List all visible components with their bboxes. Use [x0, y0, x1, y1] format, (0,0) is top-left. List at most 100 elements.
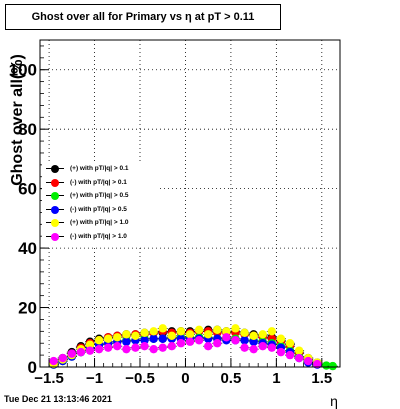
data-point — [258, 341, 267, 351]
data-point — [167, 341, 177, 351]
x-tick-labels: −1.5 −1 −0.5 0 0.5 1 1.5 — [34, 370, 332, 387]
data-point — [176, 339, 186, 348]
legend-entry: (-) with pT/|q| > 0.5 — [42, 203, 160, 217]
legend-entry: (+) with pT/|q| > 0.1 — [42, 162, 160, 176]
series-6 — [48, 333, 323, 369]
y-axis-label: Ghost over all(%) — [9, 54, 26, 186]
legend: (+) with pT/|q| > 0.1 (-) with pT/|q| > 0… — [42, 162, 160, 246]
data-series — [48, 324, 338, 371]
data-point — [276, 347, 286, 357]
legend-label: (+) with pT/|q| > 0.1 — [70, 165, 129, 172]
x-axis-label: η — [330, 393, 338, 409]
data-point — [203, 341, 213, 351]
x-tick-label: −0.5 — [125, 370, 155, 387]
data-point — [267, 327, 277, 336]
data-point — [122, 337, 131, 346]
data-point — [294, 353, 304, 363]
data-point — [49, 356, 58, 366]
data-point — [213, 325, 222, 335]
x-tick-label: −1 — [86, 370, 103, 387]
plot-frame — [39, 39, 341, 368]
data-point — [285, 339, 295, 348]
legend-entry: (+) with pT/|q| > 0.5 — [42, 189, 160, 203]
legend-entry: (+) with pT/|q| > 1.0 — [42, 216, 160, 230]
chart-title: Ghost over all for Primary vs η at pT > … — [5, 4, 281, 30]
data-point — [113, 341, 122, 351]
data-point — [103, 343, 113, 352]
y-tick-label: 0 — [28, 358, 37, 377]
legend-label: (+) with pT/|q| > 1.0 — [70, 219, 129, 226]
y-tick-label: 80 — [18, 120, 37, 139]
data-point — [122, 330, 131, 339]
data-point — [122, 344, 131, 354]
data-point — [67, 349, 77, 358]
data-point — [267, 343, 277, 352]
data-point — [176, 327, 186, 336]
data-point — [249, 331, 258, 340]
data-point — [113, 333, 122, 342]
data-point — [58, 353, 67, 363]
data-point — [140, 336, 149, 345]
data-point — [103, 334, 113, 343]
legend-entry: (-) with pT/|q| > 1.0 — [42, 230, 160, 244]
data-point — [240, 336, 249, 345]
data-point — [231, 324, 240, 333]
y-tick-label: 100 — [9, 61, 37, 80]
x-tick-label: −1.5 — [34, 370, 64, 387]
data-point — [249, 344, 258, 354]
legend-label: (-) with pT/|q| > 0.1 — [70, 178, 127, 186]
legend-entry: (-) with pT/|q| > 0.1 — [42, 176, 160, 190]
data-point — [94, 336, 104, 345]
axis-ticks — [39, 45, 341, 368]
data-point — [222, 333, 231, 342]
legend-label: (+) with pT/|q| > 0.5 — [70, 192, 129, 199]
data-point — [249, 337, 258, 346]
data-point — [158, 324, 167, 333]
legend-marker — [51, 232, 59, 241]
y-tick-label: 40 — [18, 239, 37, 258]
x-tick-label: 1 — [272, 370, 280, 387]
data-point — [194, 325, 204, 335]
data-point — [203, 330, 213, 339]
data-point — [222, 327, 231, 336]
data-point — [149, 344, 158, 354]
data-point — [149, 327, 158, 336]
data-point — [131, 331, 140, 340]
data-point — [149, 334, 158, 343]
data-point — [94, 344, 104, 354]
y-tick-label: 20 — [18, 299, 37, 318]
legend-marker — [51, 192, 59, 200]
data-point — [85, 340, 95, 349]
data-point — [322, 361, 331, 370]
data-point — [294, 346, 304, 355]
data-point — [194, 336, 204, 345]
legend-label: (-) with pT/|q| > 1.0 — [70, 232, 127, 240]
legend-marker — [51, 219, 59, 227]
x-tick-label: 0 — [181, 370, 189, 387]
x-tick-label: 0.5 — [220, 370, 241, 387]
data-point — [185, 337, 195, 346]
data-point — [285, 350, 295, 360]
data-point — [313, 359, 322, 369]
data-point — [303, 356, 313, 366]
data-point — [258, 330, 267, 339]
data-point — [328, 361, 337, 371]
data-point — [213, 339, 222, 348]
legend-label: (-) with pT/|q| > 0.5 — [70, 205, 127, 213]
data-point — [276, 334, 286, 343]
data-point — [140, 328, 149, 338]
legend-marker — [51, 165, 59, 173]
data-point — [185, 330, 195, 339]
data-point — [76, 347, 86, 357]
data-point — [231, 336, 240, 345]
data-point — [158, 343, 167, 352]
x-tick-label: 1.5 — [311, 370, 332, 387]
legend-marker — [51, 205, 59, 214]
data-point — [240, 343, 249, 352]
grid-lines — [40, 40, 340, 368]
date-stamp: Tue Dec 21 13:13:46 2021 — [4, 394, 112, 404]
data-point — [85, 346, 95, 355]
data-point — [240, 328, 249, 338]
data-point — [131, 343, 140, 352]
legend-marker — [51, 178, 59, 187]
